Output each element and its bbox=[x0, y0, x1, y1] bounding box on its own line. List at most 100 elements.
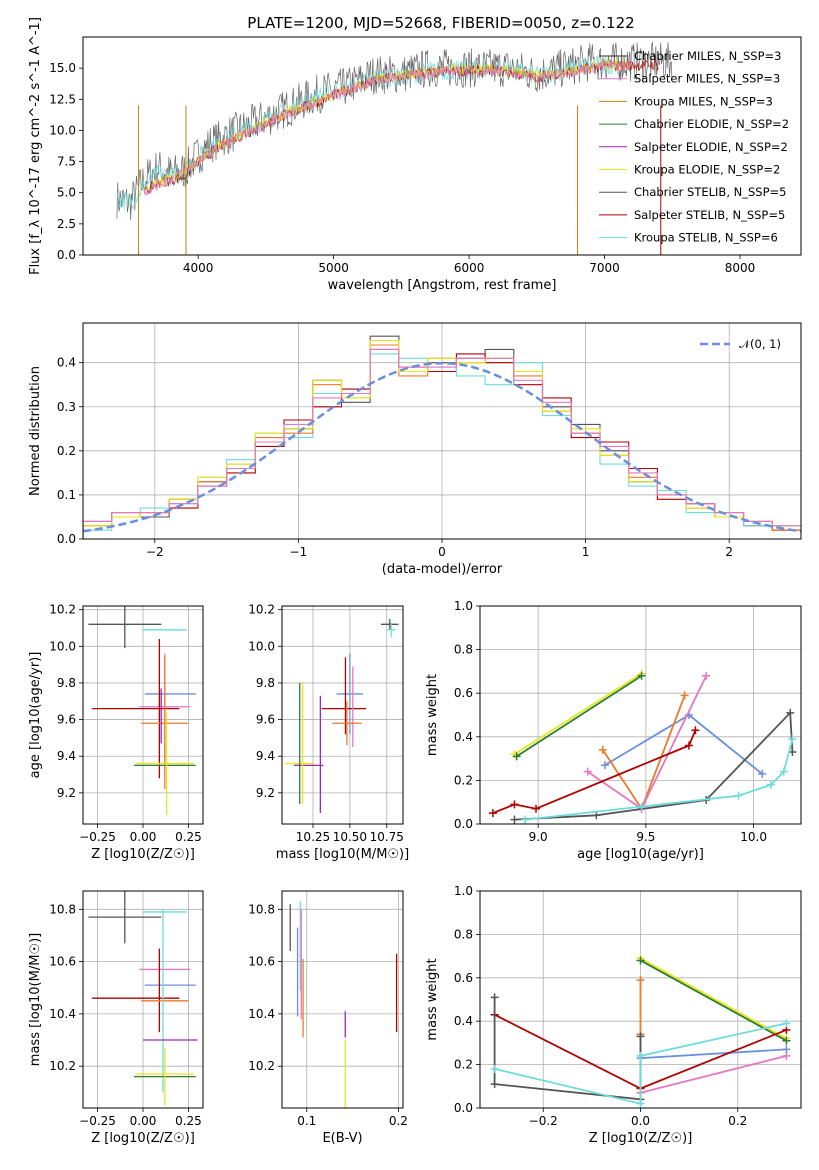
plots-layer: 4000 5000 6000 7000 80000.02.55.07.510.012.5… bbox=[28, 17, 802, 1146]
weight_vs_Z-marker-7-1 bbox=[636, 1099, 645, 1108]
spectrum-legend-label-1: Salpeter MILES, N_SSP=3 bbox=[634, 72, 780, 86]
mass_vs_Z-axes: −0.25 0.00 0.25 10.2 10.4 10.6 10.8 Z [log10(Z/… bbox=[28, 890, 204, 1146]
spectrum-xtick-label-2: 6000 bbox=[454, 261, 485, 275]
residuals-xlabel: (data-model)/error bbox=[382, 562, 503, 577]
mass_vs_Z-ytick-label-3: 10.8 bbox=[49, 902, 76, 916]
figure-title: PLATE=1200, MJD=52668, FIBERID=0050, z=0… bbox=[247, 14, 634, 32]
weight_vs_age-ytick-label-4: 0.8 bbox=[454, 643, 473, 657]
weight_vs_Z-marker-6-1 bbox=[490, 1080, 499, 1089]
weight_vs_age-marker-7-0 bbox=[521, 815, 530, 824]
age_vs_Z-xtick-label-2: 0.25 bbox=[175, 830, 202, 844]
weight_vs_age-ytick-label-2: 0.4 bbox=[454, 730, 473, 744]
weight_vs_Z-axes: −0.2 0.0 0.2 0.0 0.2 0.4 0.6 0.8 1.0 Z [log10(Z/Z… bbox=[425, 884, 802, 1146]
spectrum-legend-label-0: Chabrier MILES, N_SSP=3 bbox=[634, 49, 781, 63]
age_vs_Z-xlabel: Z [log10(Z/Z☉)] bbox=[91, 847, 195, 862]
residuals-ytick-label-1: 0.1 bbox=[57, 488, 76, 502]
spectrum-legend-label-2: Kroupa MILES, N_SSP=3 bbox=[634, 94, 773, 108]
weight_vs_age-ytick-label-0: 0.0 bbox=[454, 817, 473, 831]
weight_vs_Z-ytick-label-1: 0.2 bbox=[454, 1058, 473, 1072]
spectrum-legend-label-7: Salpeter STELIB, N_SSP=5 bbox=[634, 208, 785, 222]
weight_vs_Z-ytick-label-3: 0.6 bbox=[454, 971, 473, 985]
mass_vs_Z-ylabel: mass [log10(M/M☉)] bbox=[28, 933, 43, 1066]
spectrum-ytick-label-5: 12.5 bbox=[49, 92, 76, 106]
weight_vs_age-xlabel: age [log10(age/yr)] bbox=[577, 847, 704, 862]
weight_vs_age-marks bbox=[488, 669, 797, 824]
residuals-ytick-label-4: 0.4 bbox=[57, 356, 76, 370]
residuals-ytick-label-3: 0.3 bbox=[57, 400, 76, 414]
age_vs_mass-ytick-label-0: 9.2 bbox=[256, 786, 275, 800]
residuals-axes: −2 −1 0 1 2 0.0 0.1 0.2 0.3 0.4 (data-model)/error… bbox=[28, 322, 802, 577]
weight_vs_Z-ytick-label-0: 0.0 bbox=[454, 1101, 473, 1115]
weight_vs_Z-series-3 bbox=[640, 1055, 787, 1094]
residuals-xtick-label-4: 2 bbox=[725, 545, 733, 559]
age_vs_mass-ytick-label-3: 9.8 bbox=[256, 676, 275, 690]
spectrum-xlabel: wavelength [Angstrom, rest frame] bbox=[328, 278, 557, 293]
weight_vs_Z-series-7 bbox=[494, 1022, 787, 1105]
spectrum-ytick-label-2: 5.0 bbox=[57, 186, 76, 200]
age_vs_Z-ytick-label-2: 9.6 bbox=[57, 713, 76, 727]
mass_vs_Z-xtick-label-0: −0.25 bbox=[79, 1114, 116, 1128]
weight_vs_age-marker-3-2 bbox=[680, 691, 689, 700]
weight_vs_Z-xtick-label-0: −0.2 bbox=[529, 1114, 558, 1128]
mass_vs_Z-xtick-label-2: 0.25 bbox=[175, 1114, 202, 1128]
age_vs_Z-xtick-label-1: 0.00 bbox=[130, 830, 157, 844]
weight_vs_age-marker-5-1 bbox=[510, 800, 519, 809]
weight_vs_Z-xtick-label-2: 0.2 bbox=[728, 1114, 747, 1128]
residuals-ylabel: Normed distribution bbox=[28, 366, 43, 496]
age_vs_mass-xlabel: mass [log10(M/M☉)] bbox=[276, 847, 409, 862]
mass_vs_ebv-xlabel: E(B-V) bbox=[322, 1131, 362, 1146]
weight_vs_age-xtick-label-1: 9.5 bbox=[636, 830, 655, 844]
mass_vs_Z-ytick-label-1: 10.4 bbox=[49, 1007, 76, 1021]
weight_vs_Z-marker-7-2 bbox=[636, 1051, 645, 1060]
age_vs_Z-xtick-label-0: −0.25 bbox=[79, 830, 116, 844]
mass_vs_ebv-ytick-label-2: 10.6 bbox=[248, 955, 275, 969]
spectrum-legend-label-8: Kroupa STELIB, N_SSP=6 bbox=[634, 231, 778, 245]
residuals-ytick-label-0: 0.0 bbox=[57, 532, 76, 546]
spectrum-xtick-label-4: 8000 bbox=[725, 261, 756, 275]
residuals-marks bbox=[83, 335, 801, 539]
age_vs_Z-ytick-label-4: 10.0 bbox=[49, 639, 76, 653]
residuals-gaussian-line bbox=[83, 361, 801, 533]
weight_vs_Z-series-0 bbox=[640, 957, 787, 1040]
age_vs_Z-ylabel: age [log10(age/yr)] bbox=[28, 652, 43, 779]
weight_vs_age-marker-6-0 bbox=[510, 815, 519, 824]
spectrum-legend-label-4: Salpeter ELODIE, N_SSP=2 bbox=[634, 140, 788, 154]
age_vs_Z-marks bbox=[88, 606, 196, 815]
mass_vs_ebv-ytick-label-3: 10.8 bbox=[248, 902, 275, 916]
weight_vs_Z-marker-4-1 bbox=[782, 1045, 791, 1054]
weight_vs_age-marker-4-2 bbox=[702, 671, 711, 680]
weight_vs_age-marker-4-0 bbox=[583, 767, 592, 776]
spectrum-legend-label-5: Kroupa ELODIE, N_SSP=2 bbox=[634, 163, 780, 177]
weight_vs_Z-marker-2-2 bbox=[636, 975, 645, 984]
mass_vs_ebv-axes: 0.1 0.2 10.2 10.4 10.6 10.8 E(B-V) bbox=[248, 890, 408, 1146]
weight_vs_Z-series-4 bbox=[640, 1048, 787, 1059]
spectrum-frame bbox=[82, 36, 802, 256]
weight_vs_age-marker-7-1 bbox=[637, 802, 646, 811]
weight_vs_age-marker-6-1 bbox=[592, 811, 601, 820]
spectrum-series-2 bbox=[143, 59, 659, 195]
weight_vs_age-marker-2-0 bbox=[600, 761, 609, 770]
weight_vs_Z-ytick-label-5: 1.0 bbox=[454, 884, 473, 898]
age_vs_mass-frame bbox=[281, 605, 404, 825]
age_vs_mass-xtick-label-0: 10.25 bbox=[296, 830, 330, 844]
weight_vs_Z-marker-7-0 bbox=[490, 1064, 499, 1073]
age_vs_Z-ytick-label-3: 9.8 bbox=[57, 676, 76, 690]
mass_vs_ebv-xtick-label-0: 0.1 bbox=[297, 1114, 316, 1128]
weight_vs_age-ylabel: mass weight bbox=[425, 674, 440, 756]
spectrum-series-4 bbox=[143, 60, 633, 196]
age_vs_Z-frame bbox=[82, 605, 204, 825]
spectrum-xtick-label-0: 4000 bbox=[183, 261, 214, 275]
weight_vs_age-marker-6-3 bbox=[786, 708, 795, 717]
weight_vs_age-xtick-label-0: 9.0 bbox=[529, 830, 548, 844]
weight_vs_Z-ytick-label-4: 0.8 bbox=[454, 927, 473, 941]
residuals-xtick-label-0: −2 bbox=[146, 545, 164, 559]
residuals-frame bbox=[82, 322, 802, 540]
weight_vs_Z-marker-6-0 bbox=[490, 993, 499, 1002]
weight_vs_Z-ytick-label-2: 0.4 bbox=[454, 1014, 473, 1028]
residuals-xtick-label-3: 1 bbox=[582, 545, 590, 559]
weight_vs_Z-frame bbox=[479, 890, 802, 1109]
spectrum-marks bbox=[116, 42, 673, 255]
weight_vs_age-series-0 bbox=[514, 672, 643, 755]
weight_vs_Z-marker-1-0 bbox=[636, 956, 645, 965]
weight_vs_age-marker-5-4 bbox=[691, 726, 700, 735]
